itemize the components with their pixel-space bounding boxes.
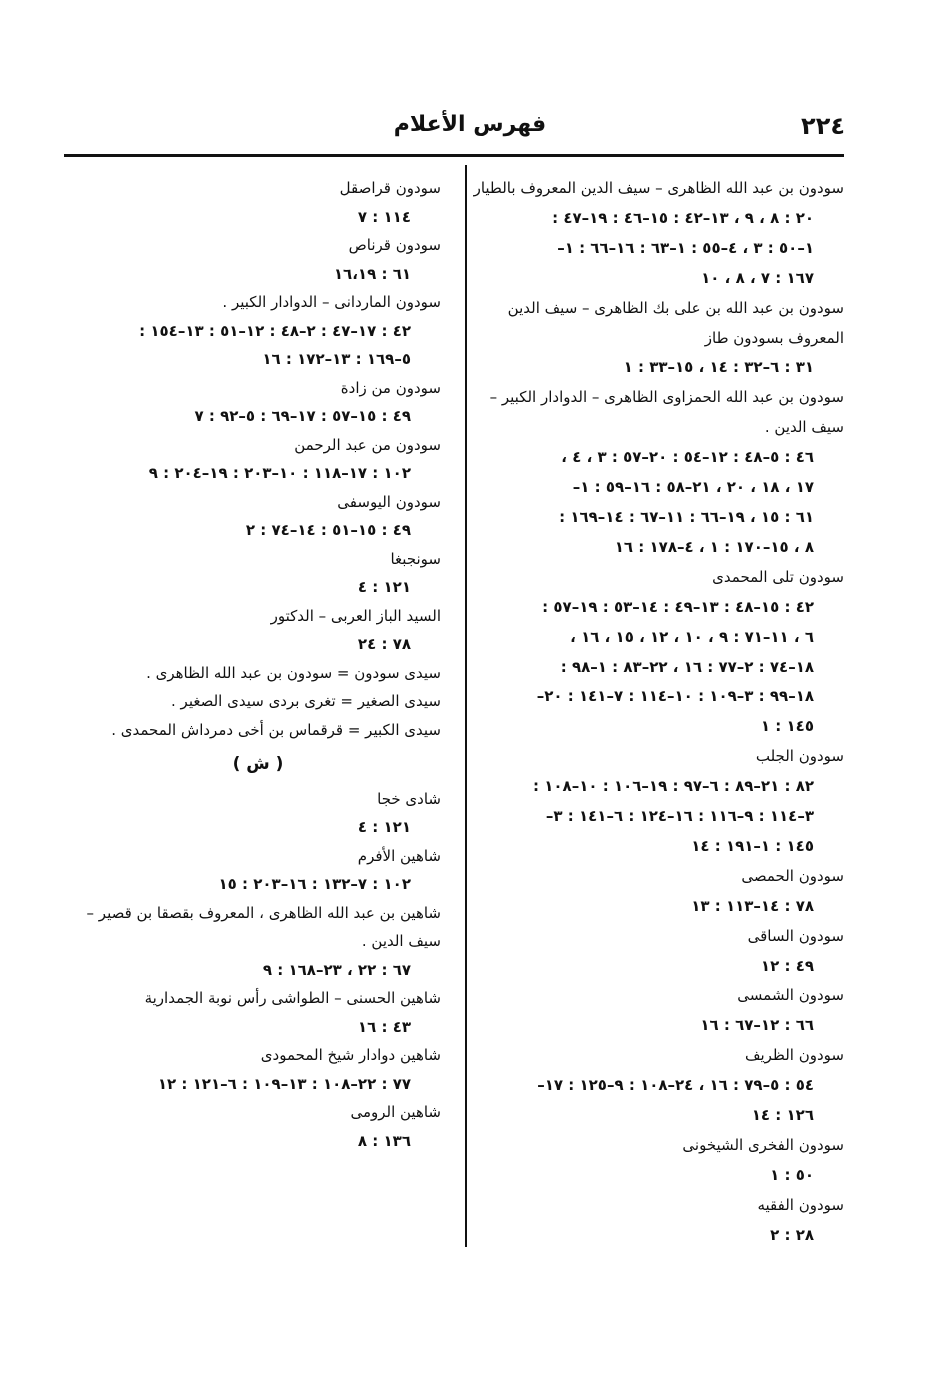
entry-refs: ٤٩ : ١٢ xyxy=(760,956,814,975)
entry-refs: ٢٠ : ٨ ، ٩ ، ١٣–٤٢ : ١٥–٤٦ : ١٩–٤٧ : xyxy=(552,208,814,227)
entry-name: شاهين الرومى xyxy=(350,1103,441,1121)
entry-refs: ١٣٦ : ٨ xyxy=(357,1131,411,1150)
entry-name: سيف الدين . xyxy=(764,418,844,437)
entry-refs: ٦ ، ١١–٧١ : ٩ ، ١٠ ، ١٢ ، ١٥ ، ١٦ ، xyxy=(570,627,814,646)
entry-refs: ١٠٢ : ١٧–١١٨ : ١٠–٢٠٣ : ١٩–٢٠٤ : ٩ xyxy=(148,464,411,482)
entry-refs: ١٨–٩٩ : ٣–١٠٩ : ١٠–١١٤ : ٧–١٤١ : ٢٠– xyxy=(536,687,814,706)
entry-name: سودون الشمسى xyxy=(737,986,844,1005)
entry-name: شاهين الحسنى – الطواشى رأس نوبة الجمداري… xyxy=(144,989,441,1007)
entry-name: سودون الجلب xyxy=(755,747,844,766)
entry-refs: ٦١ : ١٦،١٩ xyxy=(333,264,411,283)
entry-refs: ٨ ، ١٥–١٧٠ : ١ ، ٤–١٧٨ : ١٦ xyxy=(614,537,814,556)
entry-refs: ١٦٧ : ٧ ، ٨ ، ١٠ xyxy=(701,268,814,287)
entry-name: سودون من زادة xyxy=(340,378,441,397)
entry-refs: ٣–١١٤ : ٩–١١٦ : ١٦–١٢٤ : ٦–١٤١ : ٣– xyxy=(545,807,814,826)
entry-refs: ٥٤ : ٥–٧٩ : ١٦ ، ٢٤–١٠٨ : ٩–١٢٥ : ١٧– xyxy=(537,1076,814,1095)
entry-name: سيدى الصغير = تغرى بردى سيدى الصغير . xyxy=(171,692,441,710)
section-heading: ( ش ) xyxy=(232,754,284,774)
column-divider xyxy=(465,165,467,1247)
entry-name: سودون الحمصى xyxy=(741,866,844,885)
entry-name: سودون بن عبد الله الحمزاوى الظاهرى – الد… xyxy=(489,388,844,407)
entry-refs: ١٢١ : ٤ xyxy=(357,818,411,836)
left-column: سودون قراصقل ١١٤ : ٧ سودون قرناص ٦١ : ١٦،١٩… xyxy=(75,174,441,1155)
entry-name: شادى خجا xyxy=(377,789,441,808)
entry-refs: ٧٨ : ٢٤ xyxy=(357,635,411,653)
entry-refs: ٤٦ : ٥–٤٨ : ١٢–٥٤ : ٢٠–٥٧ : ٣ ، ٤ ، xyxy=(561,448,814,467)
entry-name: سودون بن عبد الله الظاهرى – سيف الدين ال… xyxy=(473,179,844,197)
entry-refs: ٤٣ : ١٦ xyxy=(357,1017,411,1036)
entry-refs: ٧٨ : ١٤–١١٣ : ١٣ xyxy=(691,896,814,915)
entry-refs: ٦٧ : ٢٢ ، ٢٣–١٦٨ : ٩ xyxy=(262,960,411,979)
entry-name: سودون قراصقل xyxy=(339,179,441,197)
entry-name: السيد الباز العربى – الدكتور xyxy=(270,606,441,625)
entry-refs: ١٢١ : ٤ xyxy=(357,578,411,596)
entry-refs: ١–٥٠ : ٣ ، ٤–٥٥ : ١–٦٣ : ١٦–٦٦ : ١– xyxy=(557,238,814,257)
entry-refs: ٤٢ : ١٧–٤٧ : ٢–٤٨ : ١٢–٥١ : ١٣–١٥٤ : xyxy=(139,321,411,340)
entry-name: شاهين دوادار شيخ المحمودى xyxy=(260,1046,441,1064)
entry-name: سودون الفخرى الشيخونى xyxy=(682,1136,844,1154)
entry-name: سودون الساقى xyxy=(747,926,844,945)
entry-name: سيف الدين . xyxy=(361,932,441,950)
entry-name: سودون الفقيه xyxy=(757,1195,844,1214)
entry-name: سودون قرناص xyxy=(348,236,441,254)
entry-refs: ١٨–٧٤ : ٢–٧٧ : ١٦ ، ٢٢–٨٣ : ١–٩٨ : xyxy=(560,657,814,676)
entry-name: شاهين الأفرم xyxy=(357,846,441,865)
entry-refs: ٨٢ : ٢١–٨٩ : ٦–٩٧ : ١٩–١٠٦ : ١٠–١٠٨ : xyxy=(532,777,814,796)
entry-refs: ٤٢ : ١٥–٤٨ : ١٣–٤٩ : ١٤–٥٣ : ١٩–٥٧ : xyxy=(542,597,814,616)
entry-name: سودون بن عبد الله بن على بك الظاهرى – سي… xyxy=(507,298,844,317)
entry-name: سودون الماردانى – الدوادار الكبير . xyxy=(222,293,441,311)
entry-refs: ١١٤ : ٧ xyxy=(357,207,411,226)
page-number: ٢٢٤ xyxy=(801,112,845,140)
entry-refs: ٦١ : ١٥ ، ١٩–٦٦ : ١١–٦٧ : ١٤–١٦٩ : xyxy=(559,507,814,526)
entry-refs: ٥–١٦٩ : ١٣–١٧٢ : ١٦ xyxy=(262,350,411,368)
entry-refs: ١٤٥ : ١–١٩١ : ١٤ xyxy=(691,836,814,855)
entry-refs: ٦٦ : ١٢–٦٧ : ١٦ xyxy=(700,1016,814,1035)
entry-name: سونجبغا xyxy=(390,549,441,568)
entry-name: سودون الظريف xyxy=(744,1046,844,1065)
entry-refs: ٣١ : ٦–٣٢ : ١٤ ، ١٥–٣٣ : ١ xyxy=(623,358,814,377)
entry-name: المعروف بسودون طاز xyxy=(704,328,844,347)
entry-refs: ٧٧ : ٢٢–١٠٨ : ١٣–١٠٩ : ٦–١٢١ : ١٢ xyxy=(157,1074,411,1093)
entry-refs: ١٠٢ : ٧–١٣٢ : ١٦–٢٠٣ : ١٥ xyxy=(218,875,411,893)
entry-refs: ١٧ ، ١٨ ، ٢٠ ، ٢١–٥٨ : ١٦–٥٩ : ١– xyxy=(572,478,814,497)
entry-name: سودون من عبد الرحمن xyxy=(294,435,441,454)
entry-name: سودون تلى المحمدى xyxy=(712,567,844,586)
entry-refs: ١٤٥ : ١ xyxy=(760,717,814,736)
entry-refs: ٤٩ : ١٥–٥٧ : ١٧–٦٩ : ٥–٩٢ : ٧ xyxy=(194,407,411,425)
page-title: فهرس الأعلام xyxy=(393,112,547,137)
entry-refs: ١٢٦ : ١٤ xyxy=(751,1106,814,1125)
entry-refs: ٤٩ : ١٥–٥١ : ١٤–٧٤ : ٢ xyxy=(245,521,411,539)
header-rule xyxy=(64,154,844,157)
entry-name: سيدى الكبير = قرقماس بن أخى دمرداش المحم… xyxy=(111,720,441,739)
right-column: سودون بن عبد الله الظاهرى – سيف الدين ال… xyxy=(473,174,844,1251)
entry-refs: ٥٠ : ١ xyxy=(770,1165,814,1184)
entry-name: سيدى سودون = سودون بن عبد الله الظاهرى . xyxy=(146,663,441,682)
entry-name: شاهين بن عبد الله الظاهرى ، المعروف بقصق… xyxy=(86,903,441,922)
entry-name: سودون اليوسفى xyxy=(337,492,441,511)
entry-refs: ٢٨ : ٢ xyxy=(770,1225,814,1244)
